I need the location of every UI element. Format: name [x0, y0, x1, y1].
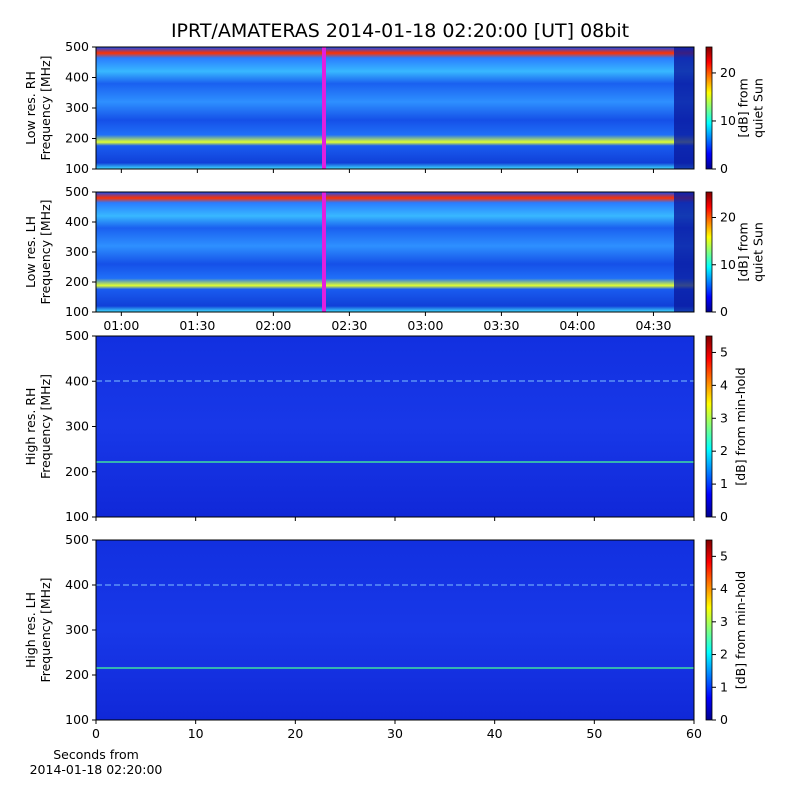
x-axis-label: Seconds from [53, 747, 139, 762]
colorbar-label: [dB] from [736, 222, 751, 281]
colorbar-label: quiet Sun [751, 222, 766, 282]
y-tick-label: 300 [65, 419, 89, 434]
x-tick-label: 04:30 [635, 318, 671, 333]
x-tick-label: 60 [686, 726, 702, 741]
x-tick-label: 10 [188, 726, 204, 741]
colorbar-tick-label: 0 [720, 712, 728, 727]
y-axis-label: Frequency [MHz] [38, 199, 53, 304]
x-tick-label: 50 [586, 726, 602, 741]
y-tick-label: 100 [65, 161, 89, 176]
colorbar-tick-label: 10 [720, 113, 736, 128]
y-tick-label: 400 [65, 214, 89, 229]
x-tick-label: 03:30 [483, 318, 519, 333]
y-tick-label: 100 [65, 712, 89, 727]
colorbar [705, 46, 713, 170]
colorbar [705, 335, 713, 518]
y-axis-label: High res. RH [23, 388, 38, 466]
x-axis-label: 2014-01-18 02:20:00 [30, 762, 163, 777]
y-tick-label: 500 [65, 184, 89, 199]
colorbar [705, 191, 713, 313]
colorbar-tick-label: 20 [720, 65, 736, 80]
x-tick-label: 20 [287, 726, 303, 741]
y-tick-label: 500 [65, 39, 89, 54]
colorbar-tick-label: 3 [720, 410, 728, 425]
x-tick-label: 40 [487, 726, 503, 741]
time-marker [322, 192, 326, 312]
spectrogram-image [96, 192, 694, 312]
x-tick-label: 03:00 [407, 318, 443, 333]
colorbar-label: [dB] from min-hold [733, 571, 748, 689]
y-tick-label: 300 [65, 622, 89, 637]
colorbar-tick-label: 0 [720, 509, 728, 524]
x-tick-label: 04:00 [559, 318, 595, 333]
colorbar-tick-label: 5 [720, 344, 728, 359]
y-tick-label: 200 [65, 131, 89, 146]
colorbar-tick-label: 2 [720, 647, 728, 662]
colorbar-tick-label: 4 [720, 377, 728, 392]
colorbar-tick-label: 1 [720, 476, 728, 491]
y-tick-label: 400 [65, 577, 89, 592]
y-tick-label: 500 [65, 532, 89, 547]
colorbar-label: [dB] from [736, 78, 751, 137]
y-axis-label: High res. LH [23, 592, 38, 668]
x-tick-label: 0 [92, 726, 100, 741]
y-tick-label: 200 [65, 274, 89, 289]
spectrogram-gap [674, 192, 694, 312]
spectrogram-image [96, 540, 694, 720]
y-axis-label: Frequency [MHz] [38, 577, 53, 682]
colorbar [705, 539, 713, 721]
colorbar-tick-label: 2 [720, 443, 728, 458]
colorbar-tick-label: 20 [720, 210, 736, 225]
colorbar-tick-label: 1 [720, 679, 728, 694]
colorbar-label: quiet Sun [751, 78, 766, 138]
x-tick-label: 02:30 [331, 318, 367, 333]
y-axis-label: Frequency [MHz] [38, 55, 53, 160]
y-tick-label: 200 [65, 464, 89, 479]
colorbar-label: [dB] from min-hold [733, 367, 748, 485]
x-tick-label: 02:00 [255, 318, 291, 333]
y-axis-label: Low res. RH [23, 71, 38, 145]
y-tick-label: 100 [65, 509, 89, 524]
y-tick-label: 500 [65, 328, 89, 343]
y-tick-label: 400 [65, 373, 89, 388]
x-tick-label: 01:30 [179, 318, 215, 333]
colorbar-tick-label: 0 [720, 161, 728, 176]
colorbar-tick-label: 3 [720, 614, 728, 629]
y-tick-label: 200 [65, 667, 89, 682]
colorbar-tick-label: 10 [720, 257, 736, 272]
spectrogram-image [96, 47, 694, 169]
y-tick-label: 100 [65, 304, 89, 319]
y-axis-label: Frequency [MHz] [38, 374, 53, 479]
y-axis-label: Low res. LH [23, 216, 38, 288]
y-tick-label: 300 [65, 244, 89, 259]
x-tick-label: 30 [387, 726, 403, 741]
y-tick-label: 300 [65, 100, 89, 115]
x-tick-label: 01:00 [103, 318, 139, 333]
time-marker [322, 47, 326, 169]
colorbar-tick-label: 5 [720, 548, 728, 563]
colorbar-tick-label: 0 [720, 304, 728, 319]
spectrogram-image [96, 336, 694, 517]
colorbar-tick-label: 4 [720, 581, 728, 596]
y-tick-label: 400 [65, 70, 89, 85]
spectrogram-gap [674, 47, 694, 169]
figure-title: IPRT/AMATERAS 2014-01-18 02:20:00 [UT] 0… [171, 20, 629, 42]
